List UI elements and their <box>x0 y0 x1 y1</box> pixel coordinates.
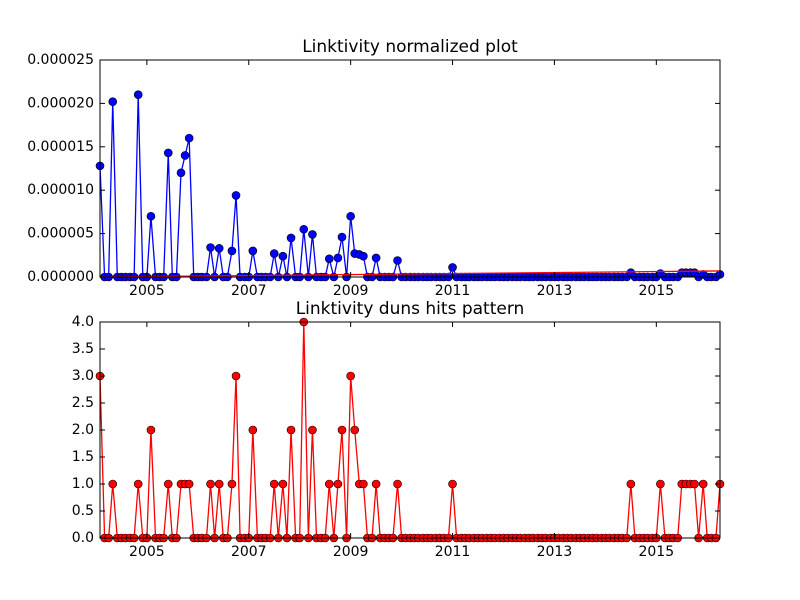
data-point <box>278 251 288 261</box>
data-point <box>308 230 317 239</box>
y-tick-label: 2.5 <box>72 395 94 411</box>
x-tick-label: 2005 <box>129 283 165 299</box>
data-point <box>324 479 334 489</box>
y-tick-label: 4.0 <box>72 314 94 330</box>
data-point <box>278 479 288 489</box>
axes-frame <box>99 59 721 278</box>
data-point <box>184 479 194 489</box>
data-point <box>133 479 143 489</box>
y-tick-label: 0.5 <box>72 503 94 519</box>
y-tick-label: 0.000025 <box>27 52 94 68</box>
axes-frame <box>99 321 721 539</box>
y-tick-label: 2.0 <box>72 422 94 438</box>
data-point <box>286 425 296 435</box>
data-point <box>337 425 347 435</box>
data-point <box>324 254 334 264</box>
data-point <box>448 263 457 272</box>
data-point <box>146 211 156 221</box>
data-point <box>346 211 355 221</box>
data-point <box>371 253 381 263</box>
y-tick-label: 0.000020 <box>27 95 94 111</box>
data-point <box>206 479 215 489</box>
y-tick-label: 0.000015 <box>27 139 94 155</box>
x-tick-label: 2013 <box>537 544 573 560</box>
data-point <box>163 479 173 489</box>
plot-area <box>95 317 725 543</box>
data-point <box>206 243 215 252</box>
y-tick-label: 0.0 <box>72 530 94 546</box>
data-point <box>308 425 317 435</box>
data-point <box>299 224 309 234</box>
data-point <box>656 479 665 489</box>
data-point <box>333 253 343 263</box>
data-point <box>393 479 402 489</box>
data-point <box>231 371 241 381</box>
x-tick-label: 2009 <box>333 283 369 299</box>
data-point <box>269 479 279 489</box>
data-point <box>346 371 355 381</box>
data-point <box>359 479 368 489</box>
data-point <box>180 151 190 160</box>
data-point <box>626 479 636 489</box>
data-point <box>350 425 360 435</box>
data-point <box>286 233 296 243</box>
series-line <box>99 270 721 278</box>
x-tick-label: 2007 <box>231 544 267 560</box>
x-tick-label: 2015 <box>638 283 674 299</box>
chart-title: Linktivity normalized plot <box>302 37 518 57</box>
x-tick-label: 2007 <box>231 283 267 299</box>
data-point <box>248 425 258 435</box>
data-point <box>359 251 368 261</box>
x-tick-label: 2013 <box>537 283 573 299</box>
data-point <box>333 479 343 489</box>
x-tick-label: 2009 <box>333 544 369 560</box>
series-line <box>99 321 721 539</box>
x-tick-label: 2015 <box>638 544 674 560</box>
y-tick-label: 0.000005 <box>27 226 94 242</box>
data-point <box>690 479 699 489</box>
data-point <box>163 148 173 158</box>
x-tick-label: 2011 <box>435 544 471 560</box>
x-tick-label: 2011 <box>435 283 471 299</box>
data-point <box>108 479 118 489</box>
data-point <box>393 256 402 265</box>
plot-area <box>95 90 725 282</box>
y-tick-label: 3.0 <box>72 368 94 384</box>
data-point <box>176 168 186 178</box>
y-tick-label: 0.000010 <box>27 182 94 198</box>
y-tick-label: 3.5 <box>72 341 94 357</box>
data-point <box>146 425 156 435</box>
data-point <box>698 479 708 489</box>
x-tick-label: 2005 <box>129 544 165 560</box>
data-point <box>248 246 258 256</box>
data-point <box>108 97 118 106</box>
chart-title: Linktivity duns hits pattern <box>296 299 525 319</box>
data-point <box>133 90 143 100</box>
data-point <box>227 479 237 489</box>
data-point <box>269 249 279 258</box>
data-point <box>371 479 381 489</box>
data-point <box>227 246 237 256</box>
data-point <box>184 133 194 143</box>
series-line <box>99 94 721 278</box>
data-point <box>214 479 224 489</box>
data-point <box>337 232 347 242</box>
y-tick-label: 0.000000 <box>27 269 94 285</box>
data-point <box>231 191 241 200</box>
data-point <box>214 244 224 253</box>
data-point <box>448 479 457 489</box>
y-tick-label: 1.5 <box>72 449 94 465</box>
y-tick-label: 1.0 <box>72 476 94 492</box>
